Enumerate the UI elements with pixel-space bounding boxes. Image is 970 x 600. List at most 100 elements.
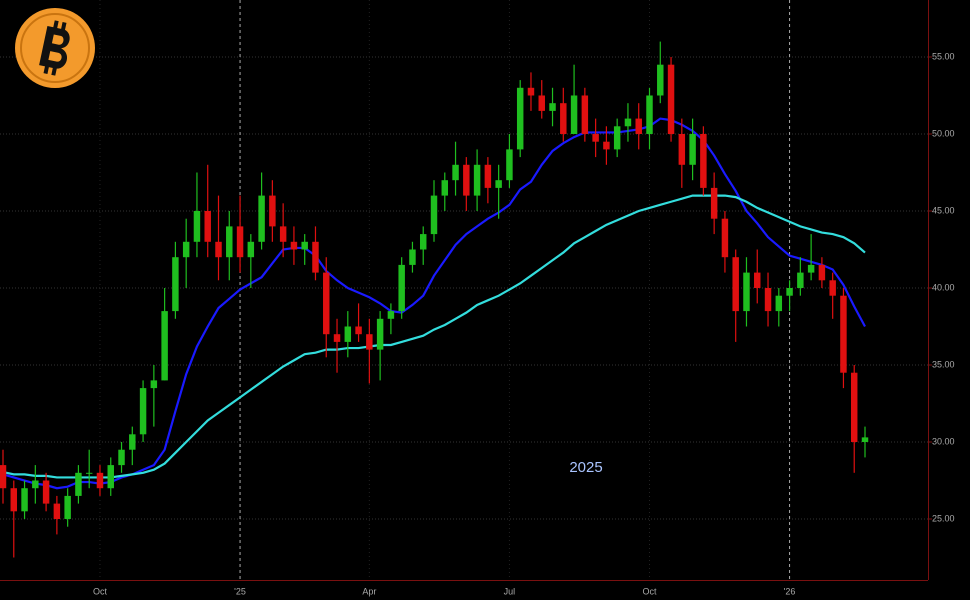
candle-body <box>850 372 858 443</box>
candle-body <box>226 226 233 258</box>
candle-body <box>818 264 826 281</box>
candle-body <box>150 380 158 389</box>
candle-body <box>646 95 653 134</box>
candle-body <box>710 187 718 219</box>
candle-body <box>527 87 535 96</box>
candle-body <box>193 210 201 242</box>
candle-body <box>754 272 761 288</box>
candle-body <box>355 326 362 335</box>
candle-body <box>570 95 578 134</box>
candle-body <box>807 264 815 273</box>
logo-ring <box>20 13 90 83</box>
moving-averages <box>2 117 866 490</box>
candle-body <box>236 226 244 258</box>
candle-body <box>118 449 125 466</box>
candle-body <box>473 164 481 196</box>
candle-body <box>398 264 405 312</box>
candle-body <box>333 334 341 342</box>
candle-body <box>452 164 459 181</box>
y-tick-label: 50.00 <box>932 128 955 138</box>
candle-body <box>53 503 61 520</box>
candle-body <box>721 218 729 258</box>
candle-body <box>484 164 492 188</box>
candle-body <box>376 318 384 350</box>
x-tick-label: Oct <box>642 586 657 596</box>
candle-body <box>506 149 513 181</box>
y-tick-label: 35.00 <box>932 359 955 369</box>
candles <box>0 41 869 558</box>
candle-body <box>603 141 610 150</box>
candle-body <box>139 388 147 435</box>
y-tick-label: 30.00 <box>932 436 955 446</box>
candle-body <box>700 133 707 188</box>
y-tick-label: 25.00 <box>932 513 955 523</box>
candle-body <box>657 64 664 96</box>
candle-body <box>204 210 211 242</box>
x-tick-label: '26 <box>784 586 796 596</box>
candle-body <box>549 103 556 111</box>
candle-body <box>829 280 836 296</box>
candle-body <box>786 287 793 296</box>
y-tick-label: 55.00 <box>932 51 955 61</box>
candle-body <box>42 480 50 504</box>
candle-body <box>538 95 545 111</box>
candle-body <box>581 95 589 134</box>
candle-body <box>366 334 373 350</box>
candle-body <box>678 133 686 165</box>
candle-body <box>441 180 449 196</box>
candle-body <box>667 64 675 134</box>
candle-body <box>516 87 524 150</box>
candle-body <box>107 465 114 489</box>
candle-body <box>0 465 7 489</box>
candle-body <box>312 241 319 273</box>
candle-body <box>64 495 71 520</box>
annotation: 2025 <box>569 459 602 476</box>
y-tick-label: 45.00 <box>932 205 955 215</box>
candle-body <box>592 133 599 142</box>
candle-body <box>560 103 567 134</box>
candle-body <box>463 164 470 196</box>
candle-body <box>387 311 395 319</box>
moving-average-line <box>2 117 866 490</box>
candle-body <box>161 311 168 381</box>
candle-body <box>495 180 502 188</box>
candle-body <box>75 472 82 496</box>
candle-body <box>323 272 330 335</box>
candle-body <box>10 488 18 512</box>
candle-body <box>409 249 416 265</box>
candle-body <box>258 195 265 242</box>
moving-average-line <box>2 194 866 479</box>
candle-body <box>635 118 642 134</box>
candle-body <box>764 287 772 312</box>
candle-body <box>689 133 696 165</box>
candle-body <box>840 295 847 373</box>
candle-body <box>430 195 438 235</box>
candle-body <box>32 480 39 489</box>
logo-b <box>39 20 70 76</box>
candle-body <box>129 434 136 450</box>
candle-body <box>215 241 222 258</box>
bitcoin-logo <box>15 8 95 88</box>
candle-body <box>613 126 621 150</box>
candle-body <box>624 118 632 127</box>
candle-body <box>85 472 93 474</box>
candle-body <box>269 195 276 227</box>
candle-body <box>182 241 190 258</box>
x-tick-label: '25 <box>234 586 246 596</box>
candle-body <box>247 241 255 258</box>
candle-body <box>21 488 28 512</box>
candle-body <box>419 234 427 250</box>
x-tick-label: Oct <box>93 586 108 596</box>
candle-body <box>301 241 308 250</box>
candle-body <box>775 295 783 312</box>
candle-body <box>290 241 298 250</box>
x-tick-label: Apr <box>362 586 376 596</box>
candle-body <box>861 437 869 443</box>
candle-body <box>732 257 739 312</box>
x-tick-label: Jul <box>504 586 516 596</box>
candle-body <box>743 272 750 312</box>
candle-body <box>279 226 287 242</box>
candle-body <box>797 272 804 288</box>
